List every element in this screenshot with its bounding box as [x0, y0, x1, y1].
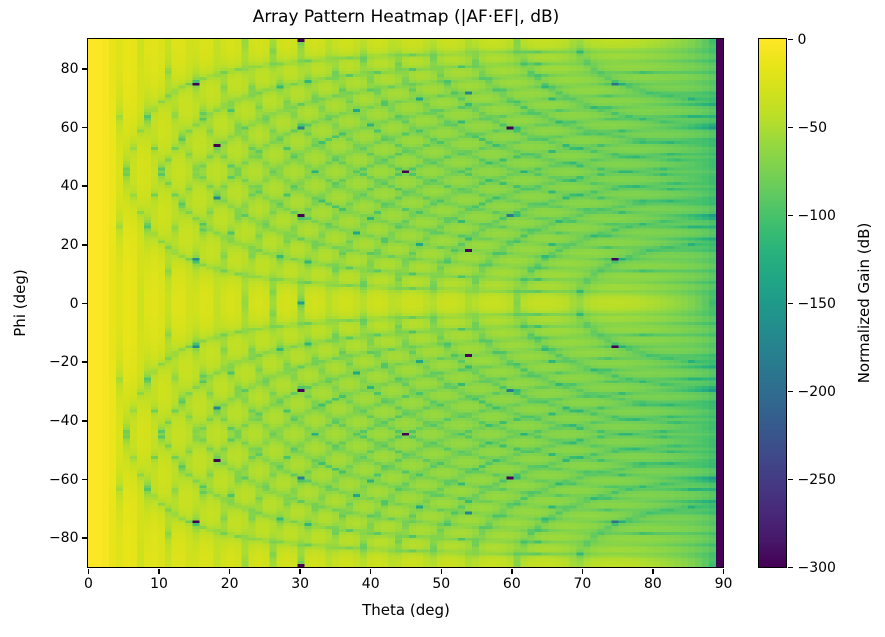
colorbar-tick-mark — [788, 38, 793, 41]
y-tick-label: 60 — [60, 119, 79, 136]
y-tick-mark — [82, 361, 87, 363]
y-tick-label: 0 — [69, 295, 79, 312]
colorbar-tick-label: −300 — [797, 559, 836, 576]
y-tick-label: −60 — [48, 471, 79, 488]
colorbar-label: Normalized Gain (dB) — [855, 222, 873, 384]
x-tick-mark — [158, 569, 160, 574]
colorbar-tick-mark — [788, 126, 793, 129]
colorbar-tick-label: −150 — [797, 295, 836, 312]
colorbar-tick-mark — [788, 302, 793, 305]
x-tick-label: 20 — [220, 575, 239, 592]
x-axis-label: Theta (deg) — [362, 601, 450, 619]
x-tick-mark — [228, 569, 231, 574]
y-tick-label: 80 — [60, 60, 79, 77]
colorbar-tick-label: −250 — [797, 471, 836, 488]
x-tick-mark — [722, 569, 725, 574]
x-tick-mark — [440, 569, 442, 574]
colorbar-tick-mark — [788, 478, 793, 481]
y-tick-label: 40 — [60, 178, 79, 195]
colorbar-tick-mark — [788, 566, 793, 569]
plot-area — [87, 38, 724, 568]
x-tick-label: 90 — [714, 575, 733, 592]
y-tick-label: −80 — [48, 530, 79, 547]
x-tick-mark — [581, 569, 584, 574]
y-tick-label: −20 — [48, 354, 79, 371]
x-tick-mark — [511, 569, 513, 574]
x-tick-mark — [652, 569, 654, 574]
colorbar-tick-label: 0 — [797, 31, 807, 48]
y-tick-mark — [82, 537, 87, 539]
x-tick-mark — [87, 569, 90, 574]
x-tick-label: 50 — [432, 575, 451, 592]
y-tick-mark — [82, 302, 87, 305]
y-tick-label: 20 — [60, 236, 79, 253]
heatmap-canvas — [88, 39, 723, 567]
colorbar-tick-label: −100 — [797, 207, 836, 224]
y-tick-mark — [82, 478, 87, 481]
x-tick-label: 0 — [84, 575, 93, 592]
x-tick-mark — [299, 569, 301, 574]
x-tick-label: 10 — [150, 575, 168, 592]
y-tick-mark — [82, 126, 87, 129]
y-tick-mark — [82, 420, 87, 422]
x-tick-label: 30 — [291, 575, 310, 592]
colorbar-tick-label: −200 — [797, 383, 836, 400]
x-tick-label: 40 — [361, 575, 380, 592]
x-tick-mark — [370, 569, 372, 574]
colorbar-tick-label: −50 — [797, 119, 828, 136]
colorbar-canvas — [759, 39, 786, 567]
x-tick-label: 60 — [502, 575, 521, 592]
y-tick-mark — [82, 185, 87, 187]
colorbar-tick-mark — [788, 214, 793, 217]
chart-title: Array Pattern Heatmap (|AF·EF|, dB) — [252, 7, 560, 27]
y-tick-mark — [82, 68, 87, 70]
x-tick-label: 80 — [644, 575, 662, 592]
x-tick-label: 70 — [573, 575, 592, 592]
y-tick-label: −40 — [48, 412, 79, 429]
y-tick-mark — [82, 244, 87, 246]
colorbar-tick-mark — [788, 390, 793, 393]
colorbar — [758, 38, 787, 568]
